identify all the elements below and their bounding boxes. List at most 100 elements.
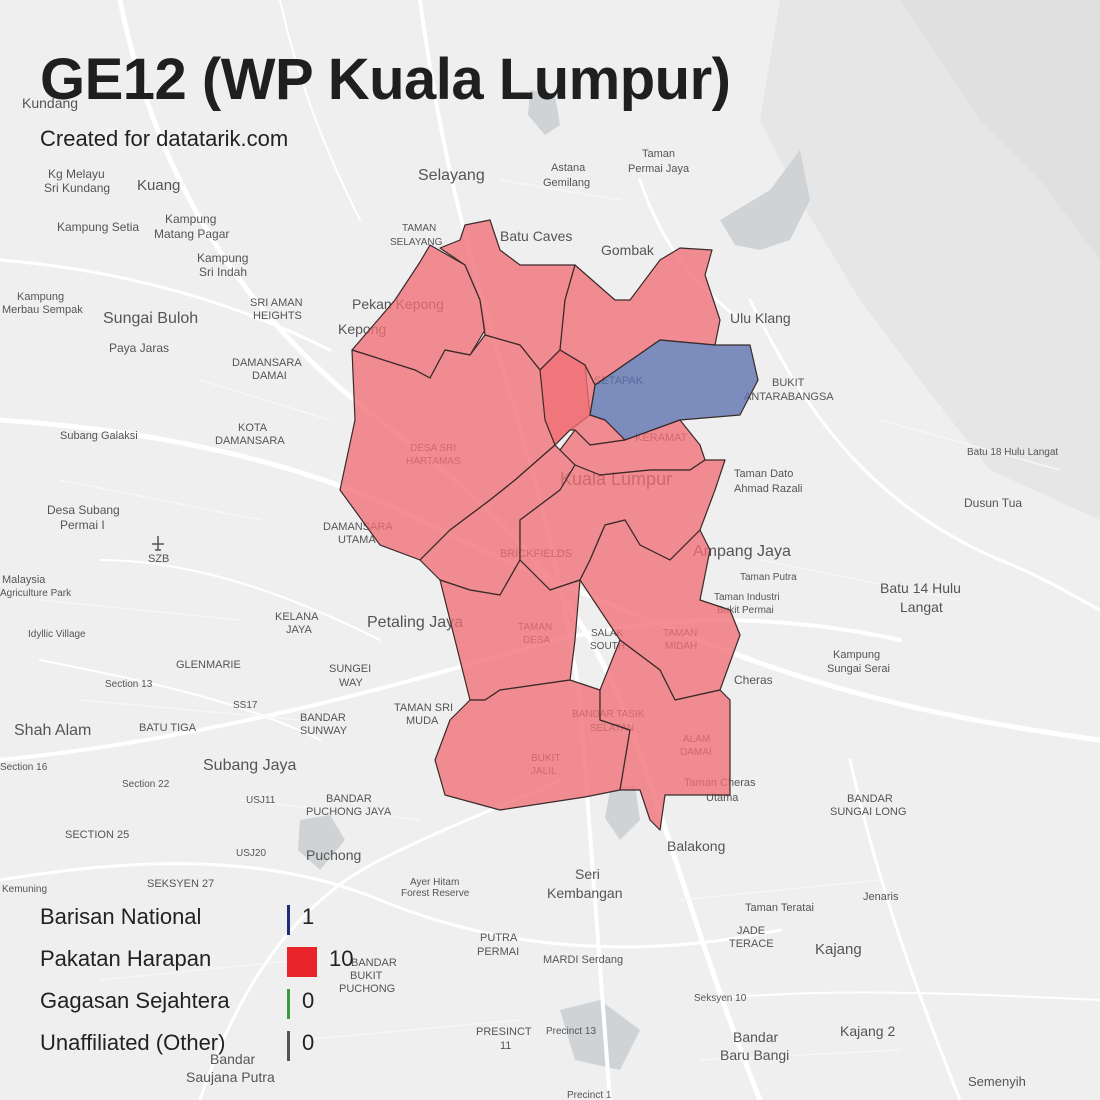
place-label: KOTA [238, 422, 268, 434]
place-label: WAY [339, 677, 363, 689]
place-label: SECTION 25 [65, 829, 129, 841]
place-label: Kg Melayu [48, 167, 105, 181]
place-label: DAMAI [252, 370, 287, 382]
place-label: TAMAN [402, 223, 436, 234]
place-label: KELANA [275, 611, 319, 623]
place-label: Astana [551, 162, 586, 174]
place-label: SUNWAY [300, 725, 348, 737]
place-label: Kemuning [2, 884, 47, 895]
place-label: Semenyih [968, 1074, 1026, 1089]
constituency-alam-damai[interactable] [599, 639, 731, 831]
place-label: SEKSYEN 27 [147, 878, 214, 890]
minor-roads [39, 179, 1061, 1061]
place-label: PUTRA [480, 932, 518, 944]
place-label: PRESINCT [476, 1026, 532, 1038]
place-label: BANDAR [847, 793, 893, 805]
place-label: BANDAR [300, 712, 346, 724]
place-label: Balakong [667, 838, 725, 854]
place-label: SELAYANG [390, 237, 443, 248]
place-label: Precinct 1 [567, 1090, 612, 1100]
map-title: GE12 (WP Kuala Lumpur) [40, 47, 731, 112]
place-label: Bukit Permai [717, 605, 774, 616]
place-label: MARDI Serdang [543, 954, 623, 966]
place-label: Puchong [306, 847, 361, 863]
place-label: PUCHONG JAYA [306, 806, 392, 818]
place-label: Sri Indah [199, 265, 247, 279]
place-label: USJ11 [246, 795, 276, 806]
legend-label: Barisan National [40, 904, 202, 929]
place-label: Taman Industri [714, 592, 780, 603]
legend-row-other: Unaffiliated (Other) 0 [40, 1028, 380, 1062]
place-label: Gombak [601, 242, 655, 258]
legend-count: 1 [302, 904, 315, 929]
place-label: Cheras [734, 673, 773, 687]
place-label: Saujana Putra [186, 1069, 275, 1085]
place-label: Kuang [137, 177, 180, 194]
place-label: Taman Dato [734, 468, 793, 480]
place-label: Permai I [60, 518, 105, 532]
place-label: Ahmad Razali [734, 483, 802, 495]
legend-label: Unaffiliated (Other) [40, 1030, 226, 1055]
legend-bar [287, 947, 317, 977]
place-label: GLENMARIE [176, 659, 241, 671]
place-label: SS17 [233, 700, 258, 711]
place-label: Jenaris [863, 891, 899, 903]
place-label: Batu 14 Hulu [880, 580, 961, 596]
legend-count: 0 [302, 1030, 315, 1055]
place-label: JAYA [286, 624, 313, 636]
place-label: Bandar [210, 1051, 255, 1067]
place-label: Batu 18 Hulu Langat [967, 447, 1058, 458]
place-label: Kampung [833, 649, 880, 661]
place-label: Sri Kundang [44, 181, 110, 195]
place-label: Batu Caves [500, 228, 572, 244]
place-label: Sungai Serai [827, 663, 890, 675]
place-label: Taman Putra [740, 572, 797, 583]
place-label: Baru Bangi [720, 1047, 789, 1063]
place-label: Kampung Setia [57, 220, 139, 234]
place-label: HEIGHTS [253, 310, 302, 322]
place-label: TAMAN SRI [394, 702, 453, 714]
place-label: SALAK [591, 628, 624, 639]
place-label: Ulu Klang [730, 310, 791, 326]
legend-count: 10 [329, 946, 354, 971]
place-label: Seksyen 10 [694, 993, 747, 1004]
lake-water [605, 785, 640, 840]
place-label: MUDA [406, 715, 439, 727]
place-label: Ayer Hitam [410, 877, 459, 888]
legend-bar [287, 1031, 290, 1061]
reservoir-water [720, 150, 810, 250]
legend-label: Pakatan Harapan [40, 946, 212, 971]
place-label: PERMAI [477, 946, 519, 958]
place-label: SZB [148, 553, 169, 565]
place-label: SUNGEI [329, 663, 371, 675]
place-label: Paya Jaras [109, 341, 169, 355]
place-label: SOUTH [590, 641, 625, 652]
place-label: ANTARABANGSA [744, 391, 834, 403]
place-label: Kajang 2 [840, 1023, 895, 1039]
place-label: BATU TIGA [139, 722, 197, 734]
hill-terrain [900, 0, 1100, 260]
place-label: Kampung [17, 291, 64, 303]
place-label: SRI AMAN [250, 297, 303, 309]
lake-water [560, 1000, 640, 1070]
place-label: Section 16 [0, 762, 48, 773]
legend-row-barisan: Barisan National 1 [40, 902, 380, 936]
legend-row-gagasan: Gagasan Sejahtera 0 [40, 986, 380, 1020]
legend-bar [287, 905, 290, 935]
place-label: Petaling Jaya [367, 614, 463, 631]
place-label: Kampung [197, 251, 248, 265]
place-label: Desa Subang [47, 503, 120, 517]
place-label: BUKIT [772, 377, 805, 389]
place-label: SUNGAI LONG [830, 806, 906, 818]
place-label: Section 22 [122, 779, 170, 790]
place-label: Idyllic Village [28, 629, 86, 640]
lake-water [528, 90, 560, 135]
place-label: Taman Teratai [745, 902, 814, 914]
place-label: Taman [642, 148, 675, 160]
place-label: 11 [500, 1040, 511, 1052]
place-label: Section 13 [105, 679, 153, 690]
place-label: Shah Alam [14, 722, 91, 739]
constituency-layer [339, 219, 759, 831]
